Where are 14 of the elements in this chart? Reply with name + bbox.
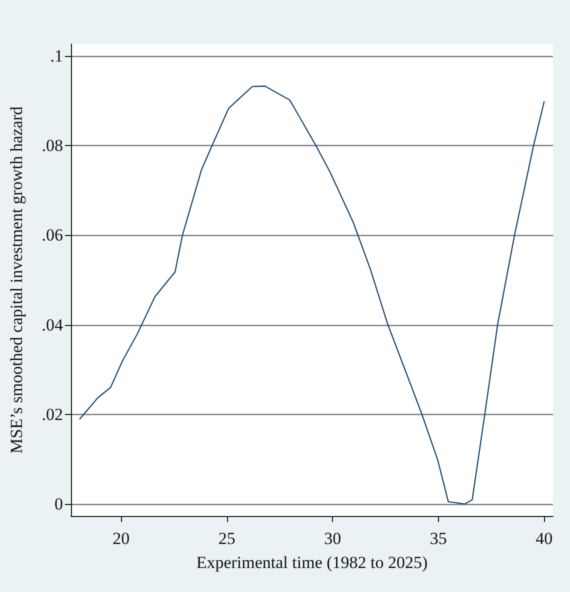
x-tick-label: 40 (536, 529, 553, 548)
y-tick-label: .02 (42, 404, 63, 424)
y-tick-label: .06 (42, 226, 63, 245)
y-tick-label: .08 (42, 136, 63, 156)
x-axis-title: Experimental time (1982 to 2025) (196, 553, 428, 572)
x-tick-label: 35 (430, 529, 447, 548)
y-axis-title: MSE’s smoothed capital investment growth hazard (7, 106, 26, 454)
y-tick-label: .04 (42, 315, 64, 334)
x-tick-label: 25 (218, 529, 236, 548)
x-tick-label: 20 (112, 529, 130, 548)
x-tick-label: 30 (324, 529, 342, 548)
y-tick-label: 0 (54, 494, 63, 514)
line-series (79, 85, 545, 505)
y-tick-label: .1 (50, 46, 63, 66)
